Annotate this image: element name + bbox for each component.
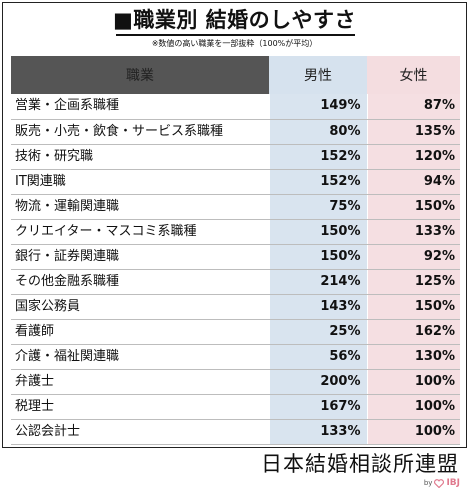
organization-name: 日本結婚相談所連盟 [261, 452, 459, 476]
table-row: 国家公務員 143% 150% [11, 294, 460, 320]
marriage-rate-table: 職業 男性 女性 営業・企画系職種 149% 87% 販売・小売・飲食・サービス… [11, 56, 460, 445]
female-rate-cell: 150% [366, 294, 460, 320]
job-cell: 税理士 [11, 394, 269, 420]
table-row: クリエイター・マスコミ系職種 150% 133% [11, 219, 460, 245]
male-rate-cell: 200% [268, 369, 367, 395]
job-cell: 国家公務員 [11, 294, 269, 320]
table-row: 公認会計士 133% 100% [11, 419, 460, 445]
female-rate-cell: 162% [366, 319, 460, 345]
heart-icon [434, 478, 445, 488]
male-rate-cell: 214% [268, 269, 367, 295]
table-row: 物流・運輸関連職 75% 150% [11, 194, 460, 220]
female-rate-cell: 92% [366, 244, 460, 270]
male-rate-cell: 56% [268, 344, 367, 370]
female-rate-cell: 100% [366, 419, 460, 445]
male-rate-cell: 152% [268, 144, 367, 170]
job-cell: その他金融系職種 [11, 269, 269, 295]
female-rate-cell: 94% [366, 169, 460, 195]
job-cell: クリエイター・マスコミ系職種 [11, 219, 269, 245]
job-cell: 公認会計士 [11, 419, 269, 445]
job-cell: IT関連職 [11, 169, 269, 195]
male-rate-cell: 25% [268, 319, 367, 345]
male-rate-cell: 152% [268, 169, 367, 195]
column-header-male: 男性 [269, 56, 367, 94]
male-rate-cell: 143% [268, 294, 367, 320]
job-cell: 販売・小売・飲食・サービス系職種 [11, 119, 269, 145]
female-rate-cell: 87% [366, 94, 460, 120]
male-rate-cell: 75% [268, 194, 367, 220]
note-text: ※数値の高い職業を一部抜粋（100%が平均） [151, 39, 318, 48]
male-rate-cell: 80% [268, 119, 367, 145]
table-row: 銀行・証券関連職 150% 92% [11, 244, 460, 270]
male-rate-cell: 167% [268, 394, 367, 420]
table-row: 技術・研究職 152% 120% [11, 144, 460, 170]
female-rate-cell: 100% [366, 394, 460, 420]
page-title: ■職業別 結婚のしやすさ [113, 8, 356, 32]
logo-brand-text: IBJ [446, 478, 460, 488]
job-cell: 看護師 [11, 319, 269, 345]
column-header-job: 職業 [11, 56, 269, 94]
job-cell: 技術・研究職 [11, 144, 269, 170]
female-rate-cell: 135% [366, 119, 460, 145]
table-row: 看護師 25% 162% [11, 319, 460, 345]
column-header-female: 女性 [367, 56, 460, 94]
header-row: 職業 男性 女性 [11, 56, 460, 94]
job-cell: 弁護士 [11, 369, 269, 395]
table-row: 弁護士 200% 100% [11, 369, 460, 395]
job-cell: 物流・運輸関連職 [11, 194, 269, 220]
female-rate-cell: 120% [366, 144, 460, 170]
male-rate-cell: 133% [268, 419, 367, 445]
male-rate-cell: 150% [268, 219, 367, 245]
male-rate-cell: 149% [268, 94, 367, 120]
female-rate-cell: 130% [366, 344, 460, 370]
female-rate-cell: 100% [366, 369, 460, 395]
table-frame: ■職業別 結婚のしやすさ ※数値の高い職業を一部抜粋（100%が平均） 職業 男… [2, 2, 467, 448]
table-row: 税理士 167% 100% [11, 394, 460, 420]
table-row: 営業・企画系職種 149% 87% [11, 94, 460, 120]
table-row: IT関連職 152% 94% [11, 169, 460, 195]
female-rate-cell: 150% [366, 194, 460, 220]
logo-by-text: by [423, 479, 433, 487]
job-cell: 営業・企画系職種 [11, 94, 269, 120]
male-rate-cell: 150% [268, 244, 367, 270]
job-cell: 介護・福祉関連職 [11, 344, 269, 370]
ibj-logo: by IBJ [424, 478, 460, 488]
title-underline [116, 34, 355, 36]
table-row: 販売・小売・飲食・サービス系職種 80% 135% [11, 119, 460, 145]
job-cell: 銀行・証券関連職 [11, 244, 269, 270]
female-rate-cell: 133% [366, 219, 460, 245]
table-row: その他金融系職種 214% 125% [11, 269, 460, 295]
female-rate-cell: 125% [366, 269, 460, 295]
table-row: 介護・福祉関連職 56% 130% [11, 344, 460, 370]
